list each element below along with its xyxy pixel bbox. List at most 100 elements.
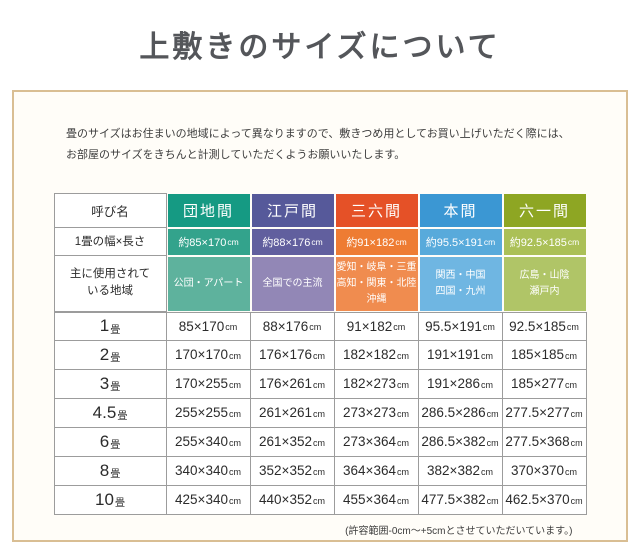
size-value: 286.5×382: [421, 434, 486, 450]
column-header-rokuichima: 六一間: [502, 192, 587, 228]
region-label-line-1: 主に使用されて: [69, 268, 151, 281]
size-text: 約88×176: [262, 236, 311, 249]
unit-label: cm: [312, 495, 325, 506]
size-value: 92.5×185: [509, 318, 566, 334]
jo-count: 8: [99, 460, 110, 480]
region-cell: 広島・山陰 瀬戸内: [502, 255, 587, 312]
region-line: 四国・九州: [435, 285, 486, 297]
size-value: 170×255: [175, 376, 228, 392]
size-cell: 255×255 cm: [166, 398, 251, 428]
jo-count: 10: [95, 489, 114, 509]
size-cell: 255×340 cm: [166, 427, 251, 457]
page-title: 上敷きのサイズについて: [139, 31, 501, 64]
unit-label: cm: [486, 437, 499, 448]
size-cell: 352×352 cm: [250, 456, 335, 486]
size-value: 95.5×191: [425, 318, 482, 334]
unit-label: cm: [564, 466, 577, 477]
unit-label: cm: [486, 495, 499, 506]
unit-label: cm: [311, 236, 323, 247]
unit-label: cm: [396, 379, 409, 390]
jo-count: 3: [99, 373, 110, 393]
size-value: 255×340: [175, 434, 228, 450]
region-line: 沖縄: [366, 293, 387, 305]
size-value: 176×176: [259, 347, 312, 363]
intro-text: 畳のサイズはお住まいの地域によって異なりますので、敷きつめ用としてお買い上げいた…: [66, 124, 574, 167]
size-value: 382×382: [427, 463, 480, 479]
size-cell: 273×364 cm: [334, 427, 419, 457]
size-value: 255×255: [175, 405, 228, 421]
size-value: 425×340: [175, 492, 228, 508]
size-cell: 91×182 cm: [334, 311, 419, 341]
size-value: 261×261: [259, 405, 312, 421]
corner-header: 呼び名: [53, 192, 167, 228]
unit-label: cm: [480, 466, 493, 477]
size-cell: 277.5×368 cm: [502, 427, 587, 457]
size-cell: 170×255 cm: [166, 369, 251, 399]
region-cell: 愛知・岐阜・三重 高知・関東・北陸 沖縄: [334, 255, 419, 312]
size-value: 455×364: [343, 492, 396, 508]
size-value: 88×176: [262, 318, 309, 334]
unit-label: cm: [228, 350, 241, 361]
size-cell: 88×176 cm: [250, 311, 335, 341]
size-cell: 455×364 cm: [334, 485, 419, 515]
size-cell: 462.5×370 cm: [502, 485, 587, 515]
column-header-edoma: 江戸間: [250, 192, 335, 228]
unit-label: cm: [312, 437, 325, 448]
standard-size-cell: 約88×176 cm: [250, 227, 335, 256]
region-line: 愛知・岐阜・三重: [336, 261, 417, 273]
size-cell: 182×273 cm: [334, 369, 419, 399]
size-text: 約95.5×191: [425, 236, 483, 249]
region-cell: 全国での主流: [250, 255, 335, 312]
size-cell: 286.5×286 cm: [418, 398, 503, 428]
unit-label: cm: [480, 379, 493, 390]
row-label: 10 畳: [53, 485, 167, 515]
unit-label: cm: [483, 236, 496, 247]
row-label: 4.5 畳: [53, 398, 167, 428]
size-cell: 273×273 cm: [334, 398, 419, 428]
size-cell: 176×176 cm: [250, 340, 335, 370]
size-cell: 176×261 cm: [250, 369, 335, 399]
size-cell: 85×170 cm: [166, 311, 251, 341]
width-row-label: 1畳の幅×長さ: [53, 227, 167, 256]
unit-label: cm: [309, 322, 322, 333]
size-value: 185×277: [511, 376, 564, 392]
size-cell: 92.5×185 cm: [502, 311, 587, 341]
jo-unit: 畳: [110, 353, 121, 365]
size-value: 191×191: [427, 347, 480, 363]
standard-size-cell: 約91×182 cm: [334, 227, 419, 256]
unit-label: cm: [567, 236, 580, 247]
unit-label: cm: [396, 495, 409, 506]
size-value: 182×273: [343, 376, 396, 392]
unit-label: cm: [228, 437, 241, 448]
region-line: 高知・関東・北陸: [336, 277, 417, 289]
size-value: 277.5×368: [505, 434, 570, 450]
standard-size-cell: 約95.5×191 cm: [418, 227, 503, 256]
unit-label: cm: [393, 322, 406, 333]
column-header-honma: 本間: [418, 192, 503, 228]
unit-label: cm: [312, 379, 325, 390]
size-value: 185×185: [511, 347, 564, 363]
tatami-size-table: 呼び名 団地間 江戸間 三六間 本間 六一間 1畳の幅×長さ 約85×170 cm…: [53, 192, 587, 515]
size-cell: 191×191 cm: [418, 340, 503, 370]
jo-count: 2: [99, 344, 110, 364]
size-cell: 261×261 cm: [250, 398, 335, 428]
jo-unit: 畳: [117, 411, 128, 423]
size-value: 440×352: [259, 492, 312, 508]
jo-count: 4.5: [92, 402, 117, 422]
size-text: 約91×182: [346, 236, 395, 249]
region-line: 瀬戸内: [529, 285, 560, 297]
region-cell: 関西・中国 四国・九州: [418, 255, 503, 312]
size-cell: 364×364 cm: [334, 456, 419, 486]
region-row-label: 主に使用されて いる地域: [53, 255, 167, 312]
unit-label: cm: [228, 495, 241, 506]
unit-label: cm: [482, 322, 495, 333]
unit-label: cm: [396, 437, 409, 448]
unit-label: cm: [312, 466, 325, 477]
size-value: 261×352: [259, 434, 312, 450]
size-value: 91×182: [346, 318, 393, 334]
size-cell: 185×185 cm: [502, 340, 587, 370]
size-value: 277.5×277: [505, 405, 570, 421]
unit-label: cm: [570, 495, 583, 506]
